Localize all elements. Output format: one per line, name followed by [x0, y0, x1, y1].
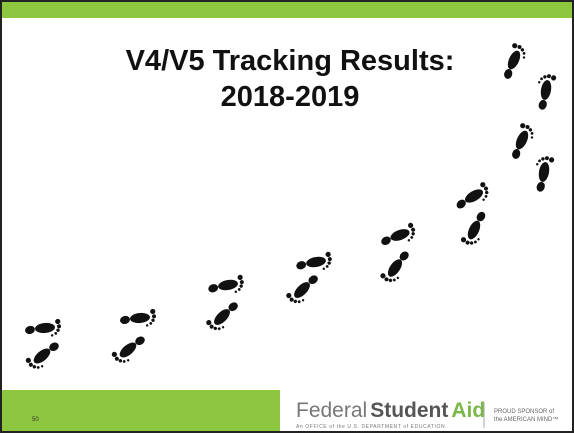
- slide: V4/V5 Tracking Results: 2018-2019 50 Fed…: [0, 0, 574, 433]
- sponsor-line: PROUD SPONSOR of: [494, 409, 554, 415]
- title-line: 2018-2019: [221, 81, 360, 113]
- logo-tagline: An OFFICE of the U.S. DEPARTMENT of EDUC…: [296, 424, 445, 430]
- logo-word: Federal: [296, 399, 367, 422]
- title-line: V4/V5 Tracking Results:: [126, 45, 455, 77]
- sponsor-line: the AMERICAN MIND™: [494, 416, 558, 423]
- top-bar: [0, 0, 574, 18]
- page-number: 50: [32, 417, 39, 423]
- logo-word: Aid: [451, 399, 485, 422]
- bottom-bar: [0, 390, 280, 433]
- page: V4/V5 Tracking Results: 2018-2019 50 Fed…: [0, 0, 574, 433]
- logo-word: Student: [370, 399, 448, 422]
